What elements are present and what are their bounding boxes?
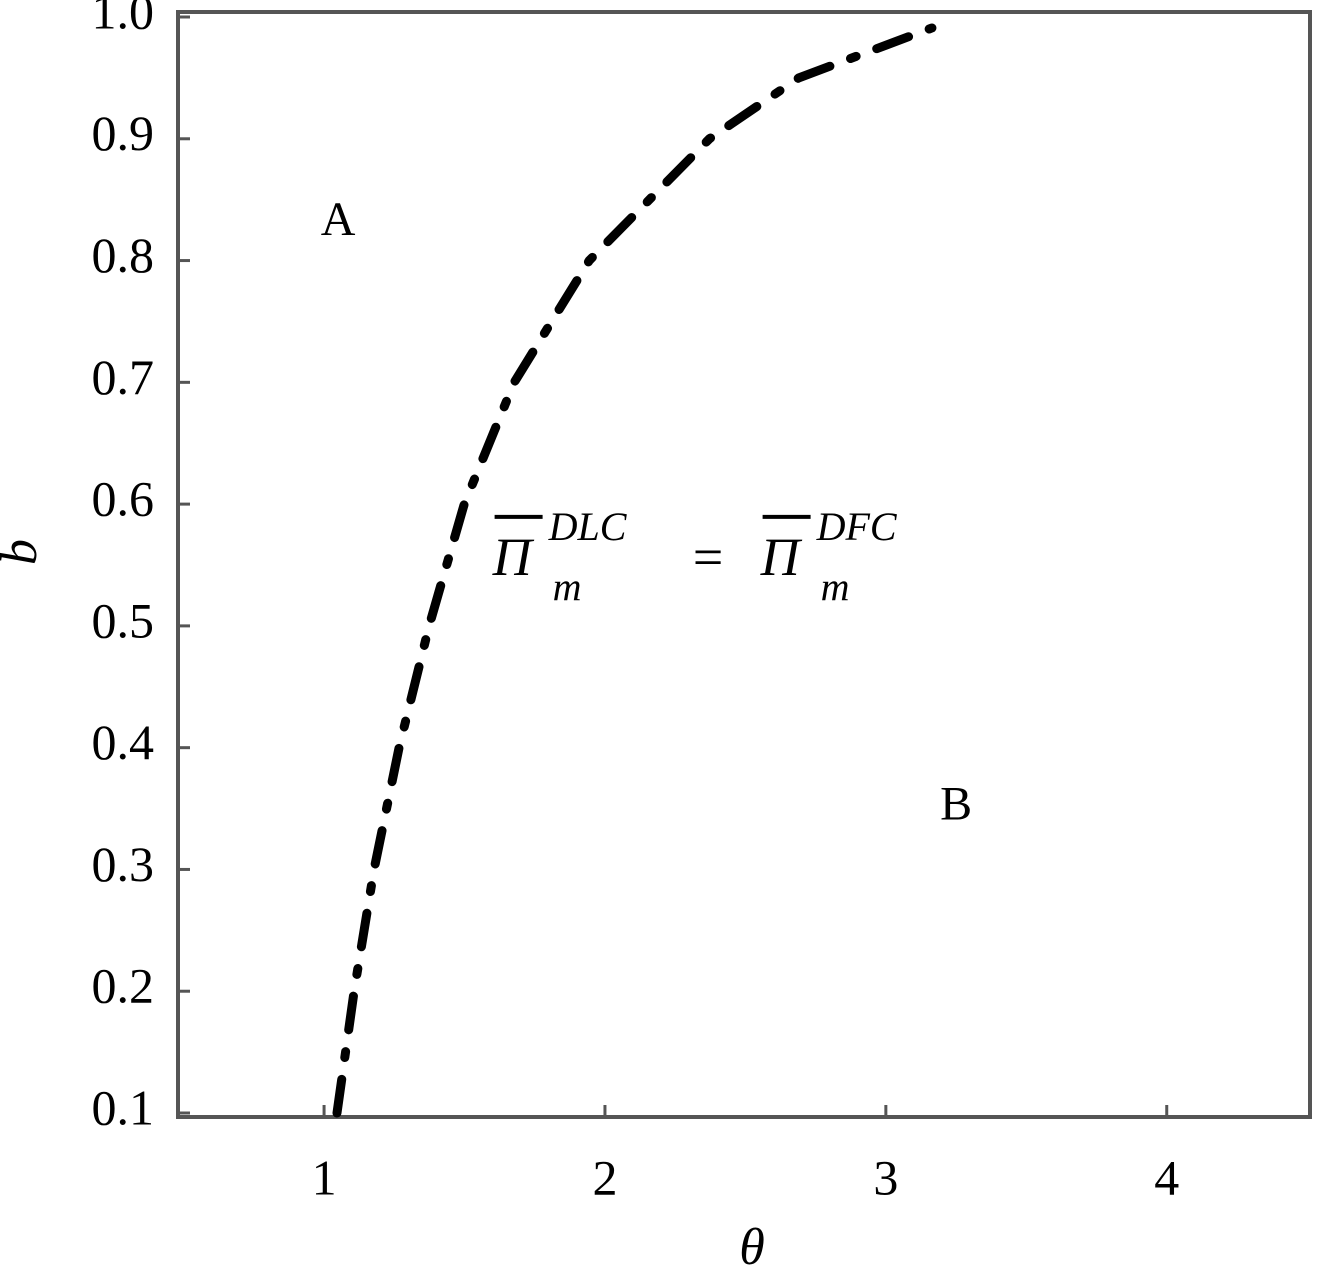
data-line [332, 23, 937, 1118]
region-label: A [321, 193, 356, 246]
plot-frame [176, 10, 1312, 1119]
x-tick-label: 1 [312, 1149, 337, 1205]
y-tick-label: 0.7 [92, 349, 155, 405]
y-tick-label: 1.0 [92, 0, 155, 39]
x-tick-label: 3 [873, 1149, 898, 1205]
equation-sup: DFC [816, 504, 898, 549]
equation-base: Π [760, 527, 803, 587]
y-tick-label: 0.9 [92, 105, 155, 161]
equation-op: = [689, 527, 725, 587]
y-tick-label: 0.4 [92, 714, 155, 770]
equation-sub: m [821, 564, 850, 609]
y-tick-label: 0.2 [92, 958, 155, 1014]
equation-base: Π [492, 527, 535, 587]
equation-sup: DLC [548, 504, 628, 549]
region-label: B [940, 778, 972, 831]
y-axis-label: b [0, 539, 48, 565]
x-tick-label: 2 [592, 1149, 617, 1205]
y-tick-label: 0.8 [92, 227, 155, 283]
equation-sub: m [553, 564, 582, 609]
y-tick-label: 0.1 [92, 1079, 155, 1135]
y-tick-label: 0.3 [92, 836, 155, 892]
x-tick-label: 4 [1154, 1149, 1179, 1205]
y-tick-label: 0.5 [92, 592, 155, 648]
x-axis-label: θ [739, 1219, 765, 1276]
y-tick-label: 0.6 [92, 471, 155, 527]
